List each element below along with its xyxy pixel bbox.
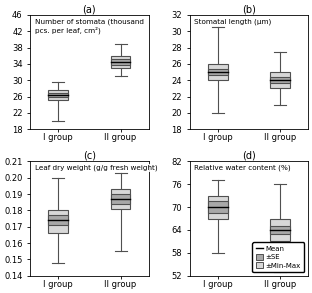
Bar: [110, 194, 130, 204]
Bar: [270, 72, 290, 88]
Text: Relative water content (%): Relative water content (%): [194, 165, 291, 171]
Bar: [110, 56, 130, 68]
Bar: [48, 210, 68, 233]
Legend: Mean, ±SE, ±Min-Max: Mean, ±SE, ±Min-Max: [252, 242, 305, 272]
Bar: [270, 226, 290, 234]
Title: (a): (a): [83, 4, 96, 14]
Text: Leaf dry weight (g/g fresh weight): Leaf dry weight (g/g fresh weight): [35, 165, 158, 171]
Bar: [208, 196, 227, 219]
Title: (b): (b): [242, 4, 256, 14]
Title: (d): (d): [242, 151, 256, 161]
Bar: [48, 215, 68, 225]
Bar: [208, 69, 227, 75]
Title: (c): (c): [83, 151, 96, 161]
Bar: [208, 64, 227, 80]
Bar: [48, 91, 68, 100]
Bar: [110, 59, 130, 65]
Bar: [270, 219, 290, 241]
Text: Number of stomata (thousand
pcs. per leaf, cm²): Number of stomata (thousand pcs. per lea…: [35, 18, 144, 34]
Bar: [208, 201, 227, 213]
Bar: [110, 189, 130, 209]
Bar: [270, 77, 290, 84]
Bar: [48, 93, 68, 97]
Text: Stomatal length (µm): Stomatal length (µm): [194, 18, 271, 25]
